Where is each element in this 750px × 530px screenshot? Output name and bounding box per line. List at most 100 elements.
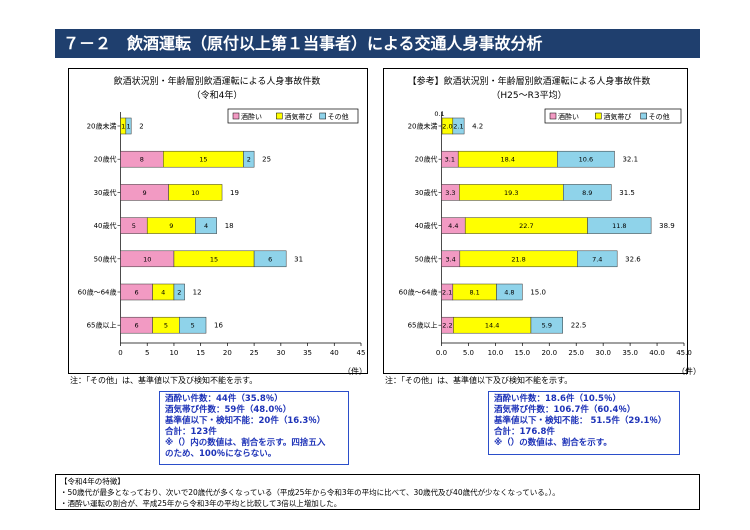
- segment-label: 7.4: [592, 255, 602, 263]
- segment-label: 2.2: [442, 322, 452, 330]
- x-tick-label: 15.0: [515, 349, 531, 357]
- unit-label-left: （件）: [343, 367, 367, 376]
- legend-swatch: [232, 112, 240, 120]
- x-tick-label: 45: [357, 349, 366, 357]
- x-tick-label: 10: [169, 349, 178, 357]
- page-title: ７－２ 飲酒運転（原付以上第１当事者）による交通人身事故分析: [55, 29, 700, 58]
- unit-label-right: （件）: [677, 367, 701, 376]
- x-tick-label: 40: [330, 349, 339, 357]
- segment-label: 18.4: [501, 156, 515, 164]
- total-label: 15.0: [530, 289, 546, 297]
- legend-label: 酒酔い: [241, 112, 262, 121]
- segment-label: 14.4: [485, 322, 499, 330]
- chart-subtitle: （令和4年）: [192, 89, 243, 101]
- segment-label: 6: [134, 289, 138, 297]
- chart-panel-left: [68, 68, 368, 374]
- category-label: 65歳以上: [87, 321, 117, 330]
- segment-label: 9: [169, 222, 173, 230]
- legend-swatch: [319, 112, 326, 120]
- x-tick-label: 35.0: [622, 349, 638, 357]
- segment-label: 10.6: [579, 156, 593, 164]
- legend-box: [227, 108, 359, 124]
- segment-label: 10: [143, 255, 151, 263]
- segment-label: 8: [140, 156, 144, 164]
- category-label: 20歳未満: [408, 122, 438, 131]
- chart-subtitle: （H25～R3平均）: [491, 89, 566, 101]
- legend-label: 酒気帯び: [284, 112, 312, 121]
- features-item: ・酒酔い運転の割合が、平成25年から令和3年の平均と比較して3倍以上増加した。: [60, 499, 342, 508]
- segment-label: 9: [142, 189, 146, 197]
- segment-label: 4: [161, 289, 165, 297]
- segment-label: 4.4: [448, 222, 458, 230]
- segment-label: 2: [247, 156, 251, 164]
- x-tick-label: 40.0: [649, 349, 665, 357]
- chart-title: 【参考】飲酒状況別・年齢層別飲酒運転による人身事故件数: [408, 75, 651, 87]
- segment-label: 2: [177, 289, 181, 297]
- bar-segment: [253, 250, 287, 268]
- x-tick-label: 0.0: [436, 349, 447, 357]
- x-tick-label: 0: [118, 349, 122, 357]
- x-tick-label: 30.0: [595, 349, 611, 357]
- segment-label: 15: [199, 156, 207, 164]
- total-label: 31: [294, 255, 303, 263]
- summary-right-line: 合計：176.8件: [494, 427, 555, 437]
- segment-label: 5: [191, 322, 195, 330]
- features-item: ・50歳代が最多となっており、次いで20歳代が多くなっている（平成25年から令和…: [60, 488, 560, 497]
- x-tick-label: 5: [145, 349, 149, 357]
- bar-segment: [125, 117, 132, 135]
- category-label: 20歳未満: [87, 122, 117, 131]
- summary-right-line: 基準値以下・検知不能： 51.5件（29.1％）: [494, 416, 667, 426]
- bar-segment: [530, 316, 564, 334]
- segment-label: 4: [204, 222, 208, 230]
- segment-label: 21.8: [511, 255, 525, 263]
- segment-label: 5.9: [542, 322, 552, 330]
- summary-right-line: ※（）の数値は、割合を示す。: [494, 438, 612, 448]
- total-label: 22.5: [571, 322, 587, 330]
- category-label: 65歳以上: [408, 321, 438, 330]
- total-label: 2: [139, 123, 143, 131]
- summary-right-line: 酒酔い件数：18.6件（10.5％）: [494, 394, 621, 404]
- total-label: 16: [214, 322, 223, 330]
- segment-label: 19.3: [504, 189, 518, 197]
- total-label: 32.1: [622, 156, 638, 164]
- segment-label: 3.4: [445, 255, 455, 263]
- summary-left-line: のため、100％にならない。: [165, 449, 277, 459]
- summary-box-left: 酒酔い件数：44件（35.8％） 酒気帯び件数：59件（48.0％） 基準値以下…: [159, 391, 349, 465]
- segment-label: 6: [268, 255, 272, 263]
- summary-box-right: 酒酔い件数：18.6件（10.5％） 酒気帯び件数：106.7件（60.4％） …: [488, 391, 680, 455]
- segment-label: 1: [121, 123, 125, 131]
- x-tick-label: 5.0: [463, 349, 474, 357]
- legend-label: その他: [649, 112, 670, 121]
- legend-label: 酒酔い: [558, 112, 579, 121]
- bar-segment: [557, 150, 615, 168]
- segment-label: 2.1: [453, 123, 463, 131]
- legend-box: [544, 108, 682, 124]
- segment-label: 8.9: [582, 189, 592, 197]
- x-tick-label: 20.0: [541, 349, 557, 357]
- summary-left-line: 基準値以下・検知不能：20件（16.3％）: [165, 416, 326, 426]
- segment-label: 6: [134, 322, 138, 330]
- total-label: 32.6: [625, 255, 641, 263]
- total-label: 19: [230, 189, 239, 197]
- summary-left-line: ※（）内の数値は、割合を示す。四捨五入: [165, 438, 326, 448]
- x-tick-label: 30: [276, 349, 285, 357]
- bar-segment: [168, 184, 223, 201]
- bar-segment: [496, 283, 523, 301]
- segment-label: 5: [164, 322, 168, 330]
- total-label: 4.2: [472, 123, 483, 131]
- note-right: 注：「その他」は、基準値以下及び検知不能を示す。: [385, 376, 573, 385]
- bar-segment: [452, 117, 465, 135]
- legend-label: その他: [328, 112, 349, 121]
- segment-label: 8.1: [469, 289, 479, 297]
- segment-label: 22.7: [519, 222, 533, 230]
- legend-label: 酒気帯び: [603, 112, 631, 121]
- bar-segment: [173, 283, 185, 301]
- legend-swatch: [640, 112, 647, 120]
- x-tick-label: 35: [303, 349, 312, 357]
- chart-panel-right: [383, 68, 688, 374]
- x-tick-label: 25.0: [568, 349, 584, 357]
- bar-segment: [587, 217, 652, 234]
- legend-swatch: [549, 112, 557, 120]
